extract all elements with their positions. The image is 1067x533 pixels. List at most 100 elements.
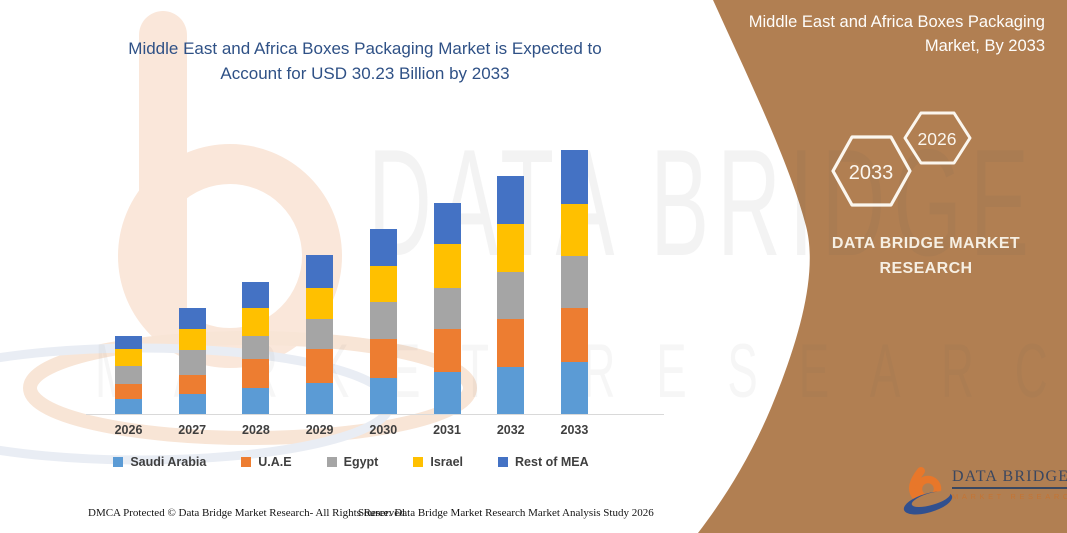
bar-2033 xyxy=(560,149,588,414)
bar-segment-egypt xyxy=(369,302,397,340)
banner-brand-line1: DATA BRIDGE MARKET xyxy=(831,235,1021,252)
bar-segment-israel xyxy=(178,329,206,351)
bar-segment-saudi-arabia xyxy=(369,377,397,414)
bar-2031 xyxy=(433,202,461,414)
bar-segment-rest-of-mea xyxy=(560,149,588,205)
bar-segment-rest-of-mea xyxy=(369,228,397,266)
bar-segment-israel xyxy=(497,224,525,272)
bar-segment-egypt xyxy=(242,336,270,360)
bar-segment-egypt xyxy=(560,255,588,308)
bar-2032 xyxy=(497,176,525,414)
hexagon-small-year: 2026 xyxy=(918,129,957,149)
bar-segment-saudi-arabia xyxy=(560,362,588,414)
x-tick-text: 2030 xyxy=(369,423,398,437)
bar-segment-u-a-e xyxy=(242,359,270,389)
plot-area xyxy=(115,149,588,414)
bar-segment-saudi-arabia xyxy=(178,394,206,414)
bar-segment-rest-of-mea xyxy=(242,282,270,309)
x-axis-labels: 2026 2027 2028 2029 2030 2031 2032 2033 xyxy=(114,423,589,437)
bar-segment-u-a-e xyxy=(178,374,206,394)
bar-2027 xyxy=(178,308,206,414)
x-tick-text: 2027 xyxy=(178,423,207,437)
legend-item: Egypt xyxy=(326,455,379,469)
hexagon-large-year: 2033 xyxy=(849,162,894,184)
hexagon-small xyxy=(903,111,972,165)
x-tick-text: 2028 xyxy=(242,423,270,437)
chart-title-line2: Account for USD 30.23 Billion by 2033 xyxy=(220,64,510,83)
x-tick-label: 2028 xyxy=(242,423,270,437)
bar-segment-egypt xyxy=(306,319,334,350)
bar-segment-saudi-arabia xyxy=(306,383,334,414)
x-tick-label: 2026 xyxy=(114,423,143,437)
bar-segment-rest-of-mea xyxy=(115,335,142,350)
legend-swatch xyxy=(413,457,424,467)
legend-swatch xyxy=(498,457,509,467)
logo-swoosh-cut xyxy=(911,491,951,507)
bar-segment-israel xyxy=(242,308,270,337)
x-tick-text: 2031 xyxy=(433,423,461,437)
bar-2030 xyxy=(369,228,397,414)
bar-segment-u-a-e xyxy=(433,329,461,372)
x-tick-label: 2031 xyxy=(433,423,461,437)
logo-tagline: MARKET RESEARCH xyxy=(952,492,1067,501)
x-tick-text: 2029 xyxy=(305,423,334,437)
x-tick-label: 2029 xyxy=(305,423,334,437)
databridge-logo: DATA BRIDGE MARKET RESEARCH xyxy=(952,468,1067,501)
hexagon-large xyxy=(831,135,912,207)
x-tick-label: 2032 xyxy=(496,423,525,437)
legend-swatch xyxy=(326,457,337,467)
legend-item: Israel xyxy=(413,455,463,469)
legend-label: U.A.E xyxy=(258,455,292,469)
bar-segment-saudi-arabia xyxy=(115,398,142,414)
bar-segment-israel xyxy=(369,265,397,303)
bar-segment-u-a-e xyxy=(369,339,397,378)
chart-title: Middle East and Africa Boxes Packaging M… xyxy=(88,36,642,86)
banner-brand: DATA BRIDGE MARKET RESEARCH xyxy=(795,231,1057,281)
legend-label: Egypt xyxy=(343,455,379,469)
x-tick-text: 2026 xyxy=(114,423,143,437)
bar-segment-israel xyxy=(115,349,142,367)
bar-segment-egypt xyxy=(178,350,206,375)
bar-segment-saudi-arabia xyxy=(433,371,461,414)
legend: Saudi Arabia U.A.E Egypt Israel Rest of MEA xyxy=(62,455,640,469)
bar-segment-israel xyxy=(433,244,461,289)
x-tick-text: 2032 xyxy=(496,423,525,437)
x-axis-line xyxy=(86,414,664,415)
legend-item: Saudi Arabia xyxy=(113,455,206,469)
legend-swatch xyxy=(113,457,124,467)
bar-segment-egypt xyxy=(433,288,461,330)
databridge-logo-icon xyxy=(903,467,953,515)
legend-label: Israel xyxy=(430,455,464,469)
banner-brand-line2: RESEARCH xyxy=(879,260,973,277)
bar-segment-rest-of-mea xyxy=(433,202,461,245)
legend-item: U.A.E xyxy=(241,455,292,469)
legend-label: Rest of MEA xyxy=(515,455,589,469)
bar-segment-saudi-arabia xyxy=(242,388,270,414)
bar-segment-israel xyxy=(560,204,588,256)
bar-2029 xyxy=(306,255,334,414)
legend-item: Rest of MEA xyxy=(498,455,589,469)
bar-2028 xyxy=(242,282,270,414)
bar-segment-u-a-e xyxy=(497,319,525,367)
footer-source: Source: Data Bridge Market Research Mark… xyxy=(358,507,654,519)
x-tick-label: 2027 xyxy=(178,423,207,437)
bar-segment-u-a-e xyxy=(306,349,334,384)
legend-label: Saudi Arabia xyxy=(130,455,207,469)
footer-copyright: DMCA Protected © Data Bridge Market Rese… xyxy=(88,507,408,519)
x-tick-label: 2033 xyxy=(561,423,589,437)
bar-segment-egypt xyxy=(115,366,142,384)
bar-segment-u-a-e xyxy=(560,307,588,363)
logo-b-icon xyxy=(909,467,925,499)
x-tick-label: 2030 xyxy=(369,423,398,437)
chart-title-line1: Middle East and Africa Boxes Packaging M… xyxy=(128,39,602,58)
bar-segment-israel xyxy=(306,288,334,320)
bar-segment-rest-of-mea xyxy=(178,308,206,330)
bar-2026 xyxy=(115,335,142,414)
bar-segment-rest-of-mea xyxy=(497,176,525,225)
footer: DMCA Protected © Data Bridge Market Rese… xyxy=(0,507,1067,527)
banner-title: Middle East and Africa Boxes Packaging M… xyxy=(748,13,1045,55)
bar-segment-rest-of-mea xyxy=(306,255,334,289)
